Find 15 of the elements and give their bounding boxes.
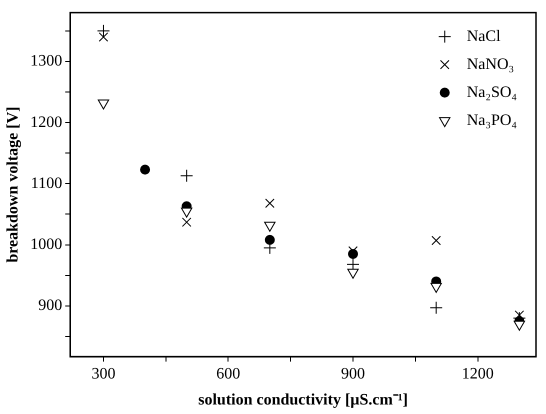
y-axis-title: breakdown voltage [V]: [4, 106, 22, 263]
legend-label: NaNO₃: [466, 56, 514, 73]
y-tick-label: 1300: [30, 52, 62, 70]
legend-label: NaCl: [466, 28, 502, 45]
x-tick-label: 900: [341, 365, 366, 382]
y-tick-label: 1100: [30, 174, 62, 192]
legend-label: Na₃PO₄: [466, 112, 518, 129]
x-tick-label: 300: [91, 365, 116, 382]
x-tick-label: 600: [216, 365, 240, 382]
y-tick-label: 1200: [30, 114, 62, 131]
y-tick-label: 900: [38, 297, 62, 314]
y-tick-label: 1000: [30, 236, 62, 253]
x-tick-label: 1200: [462, 365, 494, 382]
legend-label: Na₂SO₄: [466, 84, 518, 101]
x-axis-title: solution conductivity [µS.cm⁻¹]: [198, 392, 408, 409]
